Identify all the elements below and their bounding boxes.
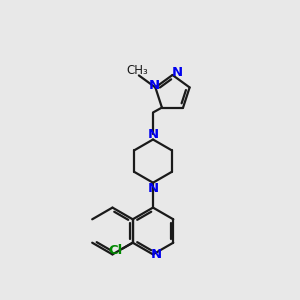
Text: N: N	[151, 248, 162, 261]
Text: CH₃: CH₃	[127, 64, 148, 77]
Text: N: N	[171, 66, 183, 79]
Text: N: N	[148, 80, 159, 92]
Text: Cl: Cl	[109, 244, 123, 257]
Text: N: N	[147, 128, 159, 141]
Text: N: N	[147, 182, 159, 195]
